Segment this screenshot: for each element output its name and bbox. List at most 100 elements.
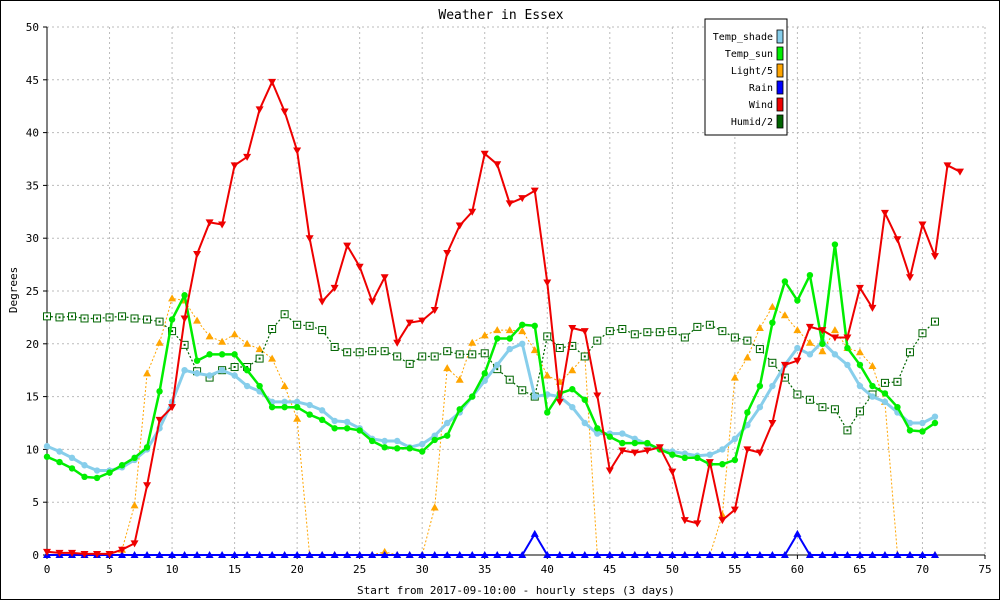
data-point: [518, 551, 527, 558]
data-point: [506, 335, 513, 342]
data-point: [493, 161, 502, 169]
data-point: [805, 338, 814, 346]
data-point: [143, 369, 152, 377]
data-point: [531, 322, 538, 330]
data-point: [118, 462, 126, 469]
data-point: [331, 417, 338, 425]
data-point-center: [71, 315, 74, 318]
data-point-center: [683, 336, 686, 339]
data-point: [619, 430, 626, 437]
data-point: [868, 304, 877, 312]
data-point: [343, 425, 351, 432]
data-point: [343, 418, 351, 426]
data-point: [931, 419, 939, 427]
data-point: [68, 465, 76, 472]
data-point: [293, 398, 301, 406]
chart-title: Weather in Essex: [438, 8, 563, 23]
data-point: [243, 551, 252, 558]
data-point: [230, 162, 239, 170]
data-point: [831, 351, 839, 358]
data-point: [193, 316, 202, 324]
x-tick-label: 20: [291, 563, 304, 576]
data-point: [155, 338, 164, 346]
data-point-center: [646, 331, 649, 334]
data-point: [406, 445, 413, 452]
data-point: [581, 419, 588, 427]
data-point: [494, 335, 501, 342]
series-light-5: [43, 294, 939, 558]
data-point: [643, 551, 652, 558]
data-point-center: [271, 328, 274, 331]
data-point-center: [833, 408, 836, 411]
data-point-center: [546, 335, 549, 338]
data-point: [43, 548, 51, 556]
data-point-center: [796, 393, 799, 396]
data-point-center: [421, 355, 424, 358]
data-point: [693, 551, 702, 558]
data-point-center: [883, 381, 886, 384]
data-point: [268, 354, 277, 362]
data-point: [918, 551, 927, 558]
data-point: [68, 454, 76, 462]
data-point: [180, 551, 189, 558]
legend-box: [704, 18, 788, 136]
data-point: [606, 433, 613, 440]
data-point: [856, 382, 864, 390]
y-tick-label: 40: [26, 127, 39, 140]
data-point: [180, 315, 189, 323]
data-point: [81, 473, 88, 481]
data-point: [56, 458, 63, 466]
legend-swatch: [776, 114, 784, 129]
data-point: [605, 551, 614, 558]
data-point: [605, 467, 614, 475]
data-point: [793, 357, 802, 365]
data-point: [530, 346, 539, 354]
data-point: [830, 551, 839, 558]
data-point: [781, 278, 789, 285]
data-point: [80, 550, 89, 558]
data-point: [868, 551, 877, 558]
data-point: [694, 454, 701, 462]
data-point: [193, 251, 202, 259]
data-point: [768, 420, 777, 427]
data-point: [580, 551, 589, 558]
data-point: [318, 416, 326, 424]
data-point: [280, 551, 289, 558]
tick-labels: 0 5 10 15 20 25 30 35 40 45 50 0 5 10 15 20 25 30 35 40 45 50…: [26, 21, 992, 576]
data-point: [806, 351, 814, 358]
data-point-center: [258, 357, 261, 360]
data-point: [819, 340, 826, 347]
data-point: [343, 242, 352, 250]
data-point-center: [558, 347, 561, 350]
x-tick-label: 70: [916, 563, 929, 576]
data-point: [519, 340, 526, 347]
data-point: [756, 382, 764, 390]
data-point: [280, 108, 289, 116]
data-point: [143, 444, 151, 451]
data-point: [794, 297, 801, 304]
data-point: [230, 551, 239, 558]
data-point: [243, 382, 251, 390]
y-tick-label: 10: [26, 443, 39, 456]
x-tick-label: 15: [228, 563, 241, 576]
data-point: [218, 337, 227, 345]
data-point: [719, 446, 726, 453]
data-point: [43, 453, 51, 460]
x-tick-label: 35: [478, 563, 491, 576]
data-point: [255, 551, 264, 558]
data-point: [580, 328, 589, 336]
data-point-center: [896, 380, 899, 383]
x-tick-label: 30: [416, 563, 429, 576]
data-point-center: [521, 389, 524, 392]
data-point: [756, 403, 764, 411]
data-point-center: [171, 330, 174, 333]
data-point: [855, 551, 864, 558]
data-point: [418, 317, 427, 325]
data-point: [594, 425, 601, 432]
data-point-center: [783, 376, 786, 379]
data-point: [530, 187, 539, 195]
data-point: [243, 367, 251, 374]
data-point: [793, 326, 802, 334]
data-point: [619, 439, 626, 447]
data-point: [205, 551, 214, 558]
